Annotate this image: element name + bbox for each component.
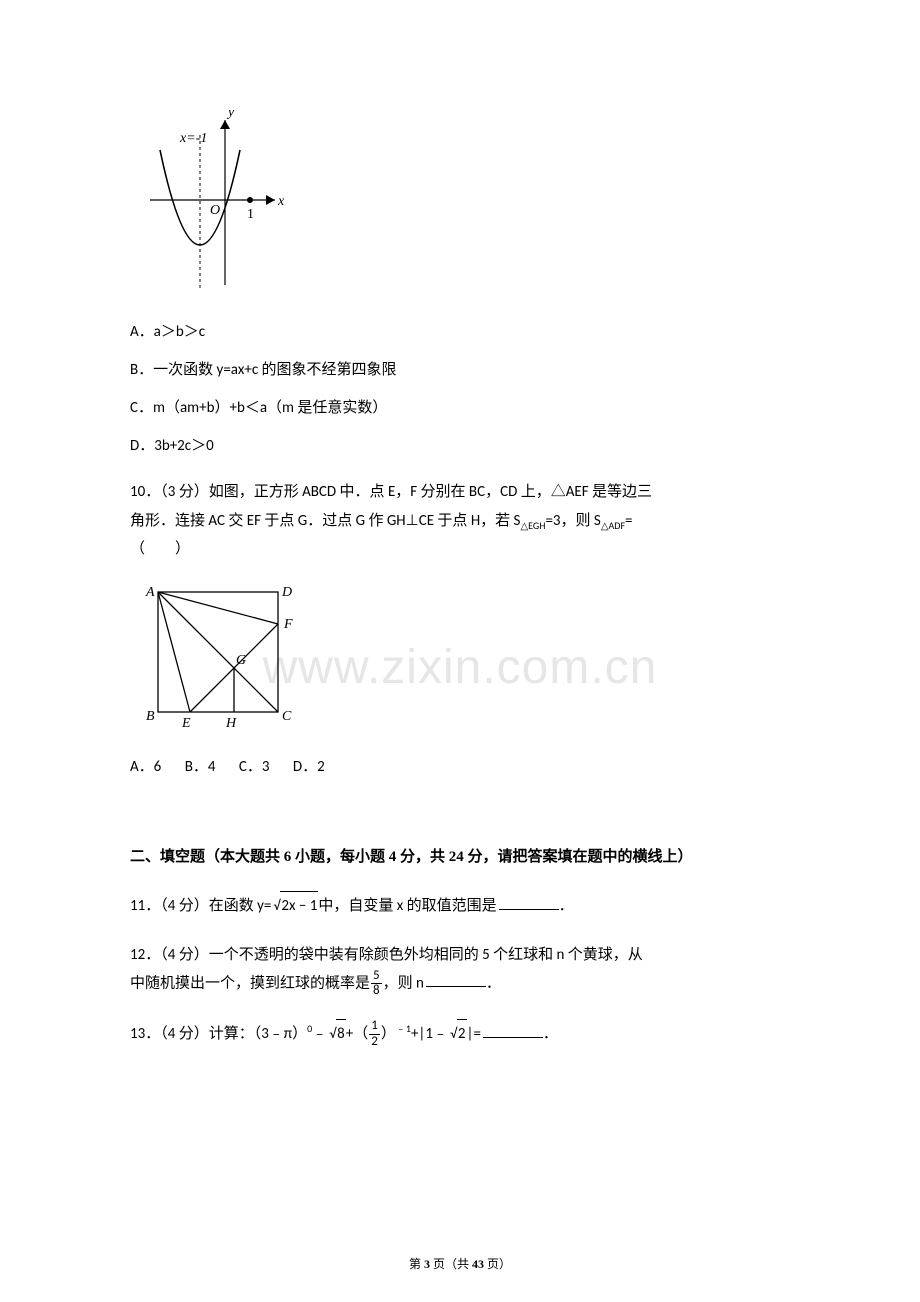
q13-plus: +（ <box>346 1025 368 1043</box>
q10-option-b: B．4 <box>185 758 216 776</box>
q10-line2b: =3，则 S <box>545 512 600 530</box>
q10-square-figure: A D C B E F G H <box>140 574 790 734</box>
svg-text:1: 1 <box>247 207 254 222</box>
q13-plus2: +|1﹣ <box>411 1025 448 1043</box>
q12-fraction: 58 <box>371 969 382 999</box>
q13-minus: ﹣ <box>312 1025 327 1043</box>
q11-blank <box>499 895 559 910</box>
svg-text:H: H <box>225 716 237 731</box>
q11-text: 11．（4 分）在函数 y= 2x − 1中，自变量 x 的取值范围是 ． <box>130 891 790 921</box>
q10-line2a: 角形．连接 AC 交 EF 于点 G．过点 G 作 GH⊥CE 于点 H，若 S <box>130 512 520 530</box>
q13-frac-num: 1 <box>369 1019 380 1034</box>
svg-text:G: G <box>236 653 246 668</box>
footer-text-b: 页（共 <box>430 1257 472 1271</box>
q10-option-c: C．3 <box>239 758 270 776</box>
q13-fraction: 12 <box>369 1019 380 1049</box>
sqrt-icon: 2 <box>448 1019 467 1049</box>
sqrt-icon: 8 <box>327 1019 346 1049</box>
q13-frac-den: 2 <box>369 1035 380 1049</box>
q10-options: A．6 B．4 C．3 D．2 <box>130 754 790 781</box>
section2-title: 二、填空题（本大题共 6 小题，每小题 4 分，共 24 分，请把答案填在题中的… <box>130 843 790 872</box>
sqrt-icon: 2x − 1 <box>271 891 318 921</box>
q10-option-d: D．2 <box>293 758 325 776</box>
q10-text: 10．（3 分）如图，正方形 ABCD 中．点 E，F 分别在 BC，CD 上，… <box>130 478 790 564</box>
q13-prefix: 13．（4 分）计算：（3﹣π） <box>130 1025 307 1043</box>
page-content: y x O 1 x=-1 A．a＞b＞c B．一次函数 y=ax+c 的图象不经… <box>130 110 790 1049</box>
q10-line2c: = <box>625 512 632 530</box>
q11-suffix: 中，自变量 x 的取值范围是 <box>318 897 496 915</box>
q9-option-a: A．a＞b＞c <box>130 320 790 344</box>
q10-sub1: △EGH <box>520 519 545 532</box>
q9-option-d: D．3b+2c＞0 <box>130 434 790 458</box>
q10-sub2: △ADF <box>601 519 625 532</box>
q13-after: |= <box>467 1025 481 1043</box>
q12-text: 12．（4 分）一个不透明的袋中装有除颜色外均相同的 5 个红球和 n 个黄球，… <box>130 941 790 999</box>
q11-period: ． <box>559 897 574 915</box>
svg-text:F: F <box>283 617 293 632</box>
q13-sup-neg1: ﹣1 <box>396 1022 411 1035</box>
q11-sqrt-inner: 2x − 1 <box>280 891 318 921</box>
svg-text:B: B <box>146 709 155 724</box>
q9-parabola-figure: y x O 1 x=-1 <box>140 110 790 300</box>
svg-text:y: y <box>226 110 235 120</box>
q13-blank <box>483 1023 543 1038</box>
q12-period: ． <box>486 974 501 992</box>
q11-prefix: 11．（4 分）在函数 y= <box>130 897 271 915</box>
svg-text:x=-1: x=-1 <box>179 131 207 146</box>
q12-line1: 12．（4 分）一个不透明的袋中装有除颜色外均相同的 5 个红球和 n 个黄球，… <box>130 946 643 964</box>
footer-text-c: 页） <box>484 1257 511 1271</box>
q9-option-c: C．m（am+b）+b＜a（m 是任意实数） <box>130 396 790 420</box>
q10-line3: （ ） <box>130 540 190 558</box>
q12-frac-den: 8 <box>371 984 382 998</box>
q13-period: ． <box>543 1025 558 1043</box>
footer-text-a: 第 <box>409 1257 424 1271</box>
q12-blank <box>426 972 486 987</box>
footer-total: 43 <box>472 1257 484 1271</box>
q13-text: 13．（4 分）计算：（3﹣π）0﹣8+（12）﹣1+|1﹣2|=． <box>130 1019 790 1049</box>
q10-line1: 10．（3 分）如图，正方形 ABCD 中．点 E，F 分别在 BC，CD 上，… <box>130 483 652 501</box>
q12-line2a: 中随机摸出一个，摸到红球的概率是 <box>130 974 370 992</box>
svg-text:O: O <box>210 203 220 218</box>
q13-after-frac: ） <box>381 1025 396 1043</box>
svg-text:C: C <box>282 709 292 724</box>
svg-text:E: E <box>181 716 191 731</box>
q13-sqrt2: 2 <box>457 1019 467 1049</box>
q9-option-b: B．一次函数 y=ax+c 的图象不经第四象限 <box>130 358 790 382</box>
page-footer: 第 3 页（共 43 页） <box>0 1255 920 1272</box>
q10-option-a: A．6 <box>130 758 161 776</box>
q12-frac-num: 5 <box>371 969 382 984</box>
svg-text:x: x <box>277 194 285 209</box>
svg-text:A: A <box>145 585 155 600</box>
q12-line2b: ，则 n <box>383 974 424 992</box>
svg-text:D: D <box>281 585 292 600</box>
q13-sqrt8: 8 <box>336 1019 346 1049</box>
